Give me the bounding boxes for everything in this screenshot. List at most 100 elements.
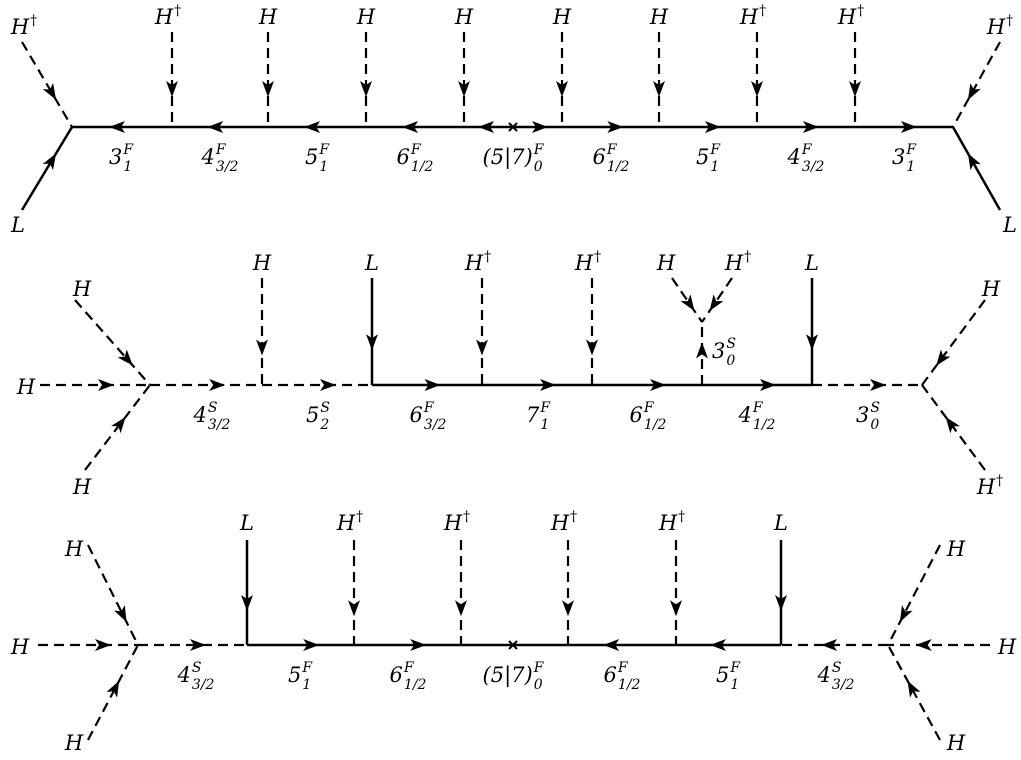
propagator-label: 3 F1 (892, 142, 917, 175)
propagator-label: 6 F1/2 (397, 142, 434, 175)
arrow-icon (704, 294, 724, 315)
external-leg-label: L (804, 251, 819, 275)
propagator-subscript: 3/2 (192, 677, 215, 693)
dagger-superscript: † (996, 473, 1003, 489)
external-leg-label: H (946, 731, 966, 755)
propagator-subscript: 1 (302, 677, 311, 693)
propagator-label: 5 S2 (306, 400, 330, 433)
scalar-leg (887, 544, 941, 646)
scalar-leg (952, 41, 1001, 128)
propagator-superscript: F (801, 142, 813, 158)
propagator-subscript: 1 (906, 159, 915, 175)
propagator-name: 5 (696, 145, 709, 169)
propagator-label: 3 F1 (109, 142, 134, 175)
propagator-label: 4 S3/2 (177, 660, 215, 693)
propagator-superscript: F (533, 660, 545, 676)
propagator-subscript: 1 (540, 417, 549, 433)
arrow-icon (42, 150, 62, 171)
propagator-label: 5 F1 (716, 660, 741, 693)
external-leg-label: H (656, 251, 676, 275)
dagger-superscript: † (30, 13, 37, 29)
diagram-lines (20, 32, 1002, 741)
propagator-name: 4 (738, 403, 752, 427)
propagator-superscript: F (539, 400, 551, 416)
mass-insertion-cross-icon (508, 122, 518, 132)
propagator-subscript: 3/2 (424, 417, 447, 433)
propagator-label: 6 F1/2 (604, 660, 641, 693)
scalar-leg (671, 277, 703, 323)
propagator-subscript: 1/2 (618, 677, 641, 693)
scalar-leg (21, 41, 73, 128)
dagger-superscript: † (759, 3, 766, 19)
propagator-name: 6 (593, 145, 606, 169)
arrow-icon (962, 150, 981, 171)
propagator-subscript: 0 (870, 417, 879, 433)
external-leg-label: H (252, 251, 272, 275)
external-leg-label: H (552, 5, 572, 29)
propagator-superscript: F (533, 142, 545, 158)
arrow-icon (209, 379, 226, 391)
propagator-subscript: 3/2 (802, 159, 825, 175)
propagator-label: 5 F1 (305, 142, 330, 175)
external-leg-label: H (356, 5, 376, 29)
arrow-icon (915, 639, 932, 651)
arrow-icon (98, 379, 114, 391)
scalar-leg (84, 384, 151, 471)
external-leg-label: H† (658, 509, 685, 535)
dagger-superscript: † (857, 3, 864, 19)
external-leg-label: L (364, 251, 379, 275)
external-leg-label: H† (154, 3, 181, 29)
propagator-label: 3 S0 (856, 400, 880, 433)
external-leg-label: H (454, 5, 474, 29)
propagator-name: 3 (712, 339, 725, 363)
propagator-superscript: F (423, 400, 435, 416)
propagator-subscript: 0 (726, 353, 735, 369)
propagator-name: 4 (201, 145, 215, 169)
propagator-label: 4 F3/2 (201, 142, 239, 175)
fermion-leg (20, 126, 74, 211)
fermion-leg (951, 126, 1002, 211)
propagator-name: 5 (306, 403, 319, 427)
propagator-label: 6 F3/2 (410, 400, 447, 433)
scalar-leg (87, 544, 139, 646)
propagator-superscript: S (870, 400, 880, 416)
propagator-subscript: 1 (319, 159, 328, 175)
propagator-subscript: 1/2 (607, 159, 630, 175)
external-leg-label: H (946, 537, 966, 561)
propagator-subscript: 3/2 (832, 677, 855, 693)
arrow-icon (111, 413, 131, 434)
propagator-subscript: 2 (319, 417, 329, 433)
external-leg-label: H† (724, 249, 751, 275)
propagator-subscript: 3/2 (216, 159, 239, 175)
dagger-superscript: † (1006, 13, 1013, 29)
dagger-superscript: † (484, 249, 491, 265)
propagator-name: 6 (630, 403, 643, 427)
propagator-superscript: S (726, 336, 736, 352)
external-leg-label: L (239, 511, 254, 535)
arrow-icon (114, 605, 132, 625)
dagger-superscript: † (678, 509, 685, 525)
scalar-leg (887, 644, 941, 741)
dagger-superscript: † (356, 509, 363, 525)
external-leg-label: H† (336, 509, 363, 535)
external-leg-label: H† (986, 13, 1013, 39)
external-leg-label: H† (837, 3, 864, 29)
external-leg-label: H (258, 5, 278, 29)
propagator-name: (5|7) (483, 145, 533, 170)
propagator-superscript: F (709, 142, 721, 158)
external-leg-label: H† (976, 473, 1003, 499)
propagator-superscript: F (403, 660, 415, 676)
propagator-label: 3 S0 (712, 336, 736, 369)
external-leg-label: H (64, 731, 84, 755)
propagator-name: 5 (716, 663, 729, 687)
propagator-superscript: F (122, 142, 134, 158)
propagator-superscript: F (410, 142, 422, 158)
propagator-superscript: S (320, 400, 330, 416)
arrow-icon (902, 677, 921, 698)
propagator-subscript: 1/2 (411, 159, 434, 175)
propagator-subscript: 1 (710, 159, 719, 175)
propagator-subscript: 1 (123, 159, 132, 175)
propagator-label: 4 F3/2 (787, 142, 825, 175)
external-leg-label: H† (443, 509, 470, 535)
propagator-name: 6 (390, 663, 403, 687)
